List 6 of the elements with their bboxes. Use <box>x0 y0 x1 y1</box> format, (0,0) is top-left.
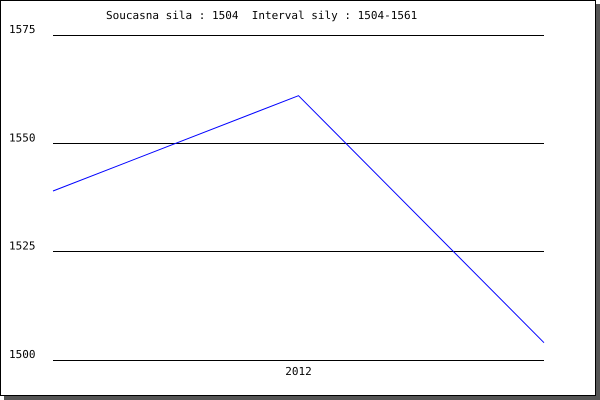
y-tick-label: 1500 <box>9 348 36 361</box>
chart-title: Soucasna sila : 1504 Interval sily : 1504-1561 <box>106 9 418 22</box>
x-tick-label: 2012 <box>285 365 312 378</box>
y-tick-label: 1575 <box>9 23 36 36</box>
y-tick-label: 1550 <box>9 131 36 144</box>
y-tick-label: 1525 <box>9 240 36 253</box>
